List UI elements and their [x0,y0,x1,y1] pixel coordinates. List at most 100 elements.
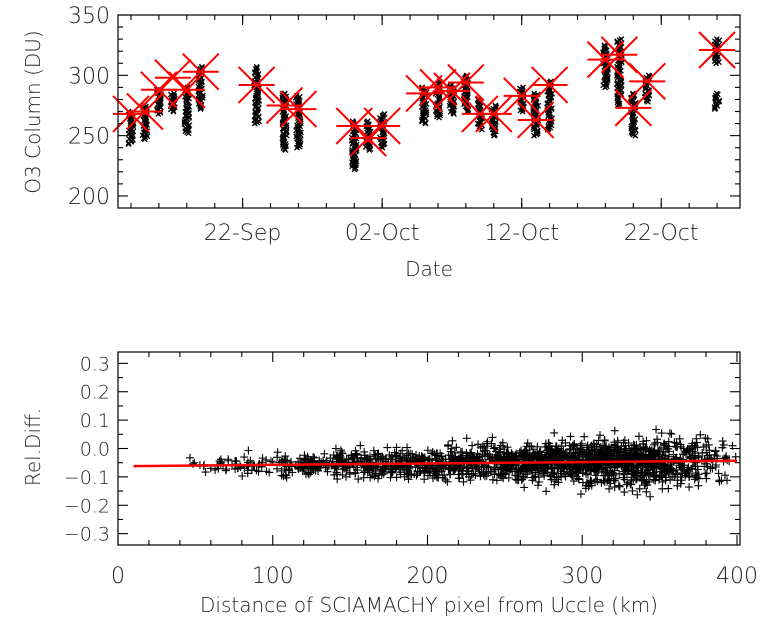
bottom-y-tick-labels: −0.3 −0.2 −0.1 0.0 0.1 0.2 0.3 [64,353,110,545]
rel-diff-plus-marker [333,470,342,479]
rel-diff-plus-marker [670,438,679,447]
rel-diff-plus-marker [650,446,659,455]
bottom-y-tick-label: 0.0 [80,439,110,461]
rel-diff-plus-marker [462,434,471,443]
rel-diff-plus-marker [444,440,453,449]
top-y-tick-labels: 200 250 300 350 [68,4,110,210]
rel-diff-plus-marker [422,464,431,473]
rel-diff-plus-marker [492,476,501,485]
rel-diff-plus-marker [531,452,540,461]
rel-diff-plus-marker [637,468,646,477]
rel-diff-plus-marker [660,439,669,448]
rel-diff-plus-marker [690,475,699,484]
rel-diff-plus-marker [620,488,629,497]
bottom-fit-line [133,459,738,468]
bottom-y-tick-label: 0.2 [80,382,110,404]
rel-diff-plus-marker [392,473,401,482]
rel-diff-plus-marker [675,434,684,443]
rel-diff-plus-marker [467,464,476,473]
o3-x-marker [618,36,625,43]
rel-diff-plus-marker [224,455,233,464]
o3-ground-asterisk [502,77,541,115]
rel-diff-plus-marker [246,456,255,465]
bottom-x-tick-labels: 0 100 200 300 400 [111,564,758,589]
rel-diff-plus-marker [615,469,624,478]
rel-diff-plus-marker [378,454,387,463]
rel-diff-plus-marker [402,470,411,479]
rel-diff-plus-marker [595,445,604,454]
rel-diff-plus-marker [628,452,637,461]
rel-diff-plus-marker [661,447,670,456]
rel-diff-plus-marker [561,450,570,459]
rel-diff-plus-marker [657,429,666,438]
rel-diff-plus-marker [410,469,419,478]
rel-diff-plus-marker [622,456,631,465]
rel-diff-plus-marker [371,454,380,463]
rel-diff-plus-marker [664,469,673,478]
rel-diff-plus-marker [499,474,508,483]
rel-diff-plus-marker [596,446,605,455]
o3-x-marker [713,90,720,97]
rel-diff-plus-marker [488,433,497,442]
rel-diff-plus-marker [648,469,657,478]
rel-diff-plus-marker [503,443,512,452]
rel-diff-plus-marker [265,468,274,477]
rel-diff-plus-marker [609,447,618,456]
rel-diff-plus-marker [320,449,329,458]
rel-diff-plus-marker [519,466,528,475]
bottom-y-tick-label: 0.1 [80,410,110,432]
rel-diff-plus-marker [702,469,711,478]
o3-ground-asterisk [433,72,471,110]
rel-diff-plus-marker [588,452,597,461]
rel-diff-plus-marker [711,463,720,472]
rel-diff-plus-marker [667,464,676,473]
o3-x-marker [141,130,147,137]
rel-diff-plus-marker [569,443,578,452]
rel-diff-plus-marker [522,442,531,451]
rel-diff-plus-marker [572,444,581,453]
rel-diff-plus-marker [528,466,537,475]
rel-diff-plus-marker [258,454,267,463]
o3-x-marker [601,42,608,49]
o3-x-marker [492,102,499,109]
rel-diff-plus-marker [610,426,619,435]
rel-diff-plus-marker [646,492,655,501]
bottom-y-axis-label: Rel.Diff. [21,408,45,486]
rel-diff-plus-marker [428,474,437,483]
rel-diff-plus-marker [514,467,523,476]
rel-diff-plus-marker [295,454,304,463]
rel-diff-plus-marker [533,481,542,490]
rel-diff-plus-marker [694,481,703,490]
rel-diff-plus-marker [185,453,194,462]
rel-diff-plus-marker [622,470,631,479]
rel-diff-plus-marker [580,432,589,441]
rel-diff-plus-marker [722,452,731,461]
o3-ground-asterisk [182,52,220,91]
rel-diff-plus-marker [630,445,639,454]
o3-sciamachy-column [181,84,193,137]
rel-diff-plus-marker [662,465,671,474]
rel-diff-plus-marker [540,463,549,472]
rel-diff-plus-marker [550,480,559,489]
rel-diff-plus-marker [623,478,632,487]
rel-diff-plus-marker [534,477,543,486]
rel-diff-plus-marker [718,437,727,446]
rel-diff-plus-marker [641,450,650,459]
rel-diff-plus-marker [692,434,701,443]
rel-diff-plus-marker [577,439,586,448]
rel-diff-plus-marker [443,477,452,486]
rel-diff-plus-marker [513,472,522,481]
rel-diff-plus-marker [482,462,491,471]
rel-diff-plus-marker [490,443,499,452]
rel-diff-plus-marker [423,471,432,480]
rel-diff-plus-marker [679,444,688,453]
rel-diff-plus-marker [494,454,503,463]
rel-diff-plus-marker [383,443,392,452]
bottom-x-axis-label: Distance of SCIAMACHY pixel from Uccle (… [200,593,658,617]
rel-diff-plus-marker [281,470,290,479]
rel-diff-plus-marker [549,452,558,461]
rel-diff-plus-marker [521,449,530,458]
rel-diff-plus-marker [600,436,609,445]
rel-diff-plus-marker [569,477,578,486]
rel-diff-plus-marker [352,450,361,459]
